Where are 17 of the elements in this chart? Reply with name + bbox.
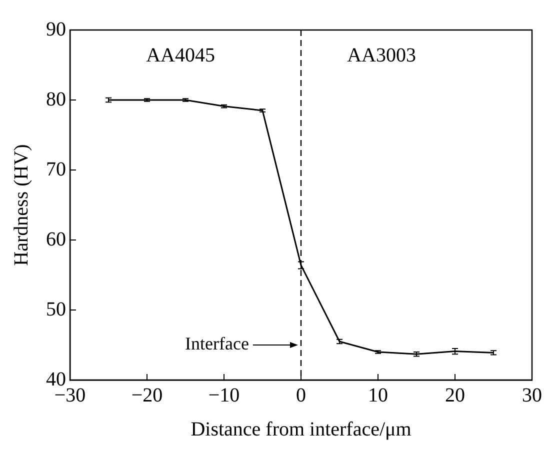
y-axis-title: Hardness (HV) — [10, 144, 32, 266]
y-tick-label: 60 — [46, 228, 66, 250]
x-tick-label: 30 — [522, 384, 542, 406]
annotation: AA4045 — [146, 44, 215, 66]
y-tick-label: 80 — [46, 88, 66, 110]
x-axis-title: Distance from interface/μm — [190, 418, 412, 440]
x-tick-label: 0 — [296, 384, 306, 406]
annotation: Interface — [185, 334, 249, 354]
y-tick-label: 90 — [46, 18, 66, 40]
x-tick-label: −10 — [208, 384, 240, 406]
y-tick-label: 70 — [46, 158, 66, 180]
x-tick-label: −20 — [131, 384, 163, 406]
y-tick-label: 50 — [46, 298, 66, 320]
x-tick-label: 20 — [445, 384, 465, 406]
annotation: AA3003 — [347, 44, 416, 66]
x-tick-label: 10 — [368, 384, 388, 406]
y-tick-label: 40 — [46, 368, 66, 390]
